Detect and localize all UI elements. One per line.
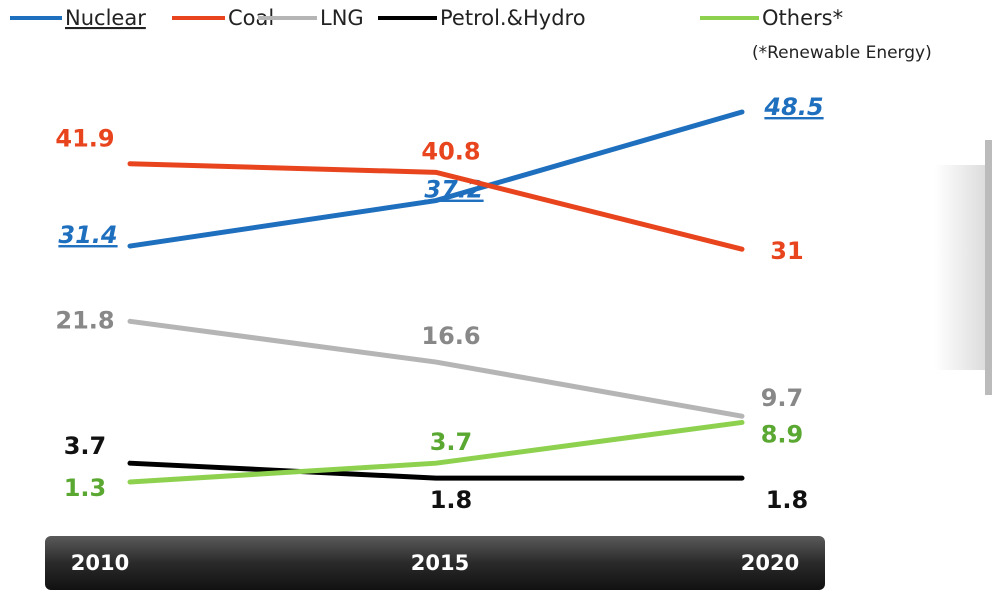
data-label: 3.7 <box>64 432 107 460</box>
data-label: 3.7 <box>430 428 473 456</box>
x-tick-label: 2020 <box>741 551 799 575</box>
data-label: 40.8 <box>421 137 480 165</box>
legend-label: Petrol.&Hydro <box>440 6 586 30</box>
legend-label: Nuclear <box>65 6 146 30</box>
series-line <box>127 318 745 419</box>
data-label: 1.8 <box>430 486 473 514</box>
series-line <box>127 460 745 481</box>
data-label: 48.5 <box>763 93 823 121</box>
x-tick-label: 2015 <box>411 551 469 575</box>
data-label: 9.7 <box>761 384 804 412</box>
data-label: 8.9 <box>761 420 804 448</box>
series-line <box>127 419 745 485</box>
data-label: 31 <box>770 237 803 265</box>
series-line <box>127 109 745 249</box>
x-axis-band <box>45 536 825 590</box>
side-panel <box>935 165 992 370</box>
legend-label: Others* <box>762 6 843 30</box>
data-label: 1.8 <box>766 486 809 514</box>
data-label: 1.3 <box>64 474 107 502</box>
side-edge <box>985 140 992 395</box>
data-label: 41.9 <box>55 125 114 153</box>
x-tick-label: 2010 <box>71 551 129 575</box>
data-label: 16.6 <box>421 322 480 350</box>
annotation: (*Renewable Energy) <box>752 43 932 63</box>
data-label: 21.8 <box>55 306 114 334</box>
legend-label: LNG <box>320 6 364 30</box>
series-line <box>127 161 745 252</box>
data-label: 31.4 <box>58 221 117 249</box>
